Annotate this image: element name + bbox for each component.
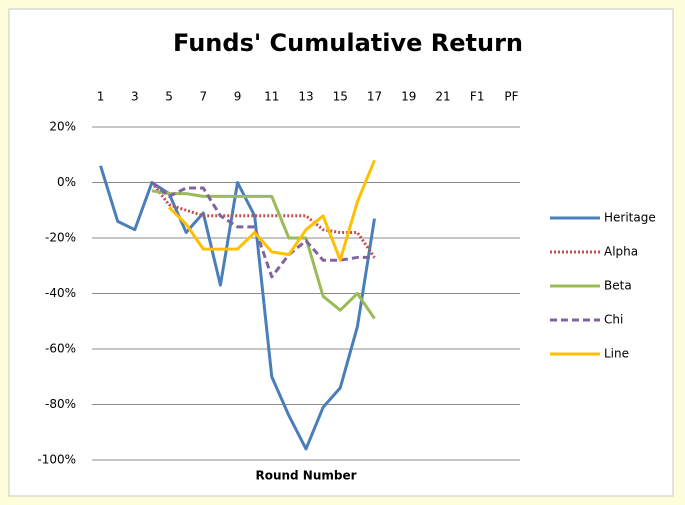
legend-label: Line	[604, 347, 629, 361]
y-tick-label: -60%	[45, 342, 76, 356]
legend-label: Chi	[604, 313, 623, 327]
series-line	[150, 181, 375, 279]
y-tick-label: -20%	[45, 231, 76, 245]
legend-label: Alpha	[604, 245, 638, 259]
x-tick-label: 13	[298, 90, 313, 104]
x-tick-label: 9	[234, 90, 242, 104]
y-tick-label: 0%	[57, 175, 76, 189]
series-line	[167, 159, 376, 262]
chart-title: Funds' Cumulative Return	[173, 29, 523, 57]
x-tick-label: 21	[435, 90, 450, 104]
x-tick-label: 17	[367, 90, 382, 104]
series-line	[99, 165, 376, 451]
x-tick-label: 11	[264, 90, 279, 104]
y-tick-label: -100%	[37, 453, 76, 467]
x-tick-label: 19	[401, 90, 416, 104]
x-tick-label: 3	[131, 90, 139, 104]
legend-label: Heritage	[604, 211, 656, 225]
y-tick-label: -80%	[45, 397, 76, 411]
x-tick-label: 15	[333, 90, 348, 104]
x-axis-label: Round Number	[255, 469, 356, 483]
series-line	[150, 181, 376, 259]
x-tick-label: 1	[97, 90, 105, 104]
series-line	[151, 189, 376, 320]
x-tick-label: PF	[504, 90, 518, 104]
y-tick-label: 20%	[49, 120, 76, 134]
legend-label: Beta	[604, 279, 632, 293]
x-tick-label: 7	[199, 90, 207, 104]
x-tick-label: 5	[165, 90, 173, 104]
y-tick-label: -40%	[45, 286, 76, 300]
x-tick-label: F1	[470, 90, 485, 104]
